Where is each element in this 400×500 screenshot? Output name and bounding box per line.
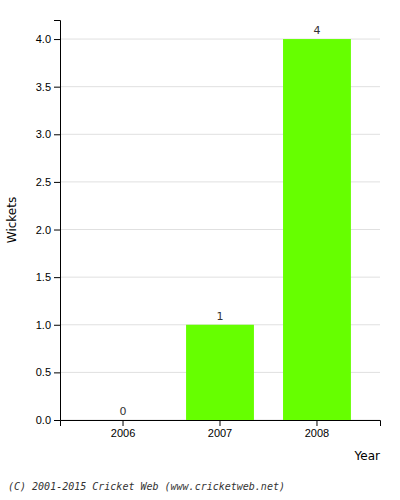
y-tick-mark	[54, 39, 60, 40]
x-tick-mark	[316, 420, 317, 426]
y-tick: 4.0	[36, 33, 60, 45]
y-tick-mark	[54, 87, 60, 88]
x-tick: 2007	[208, 420, 232, 439]
y-tick: 2.5	[36, 176, 60, 188]
y-tick-mark	[54, 372, 60, 373]
y-tick-mark	[54, 182, 60, 183]
y-axis: 0.0 0.5 1.0 1.5 2.0 2.5 3.0 3.5 4.0	[36, 21, 61, 427]
y-tick: 0.0	[36, 414, 60, 426]
data-label: 4	[313, 24, 320, 37]
bar	[89, 420, 157, 421]
y-tick-label: 0.0	[36, 414, 51, 426]
y-tick: 1.0	[36, 319, 60, 331]
data-label: 1	[217, 310, 224, 323]
x-tick: 2006	[111, 420, 135, 439]
y-tick-label: 1.0	[36, 319, 51, 331]
x-tick-mark	[123, 420, 124, 426]
data-label: 0	[120, 405, 127, 418]
y-tick-mark	[54, 325, 60, 326]
y-tick-label: 0.5	[36, 366, 51, 378]
x-tick-label: 2006	[111, 427, 135, 439]
y-tick: 2.0	[36, 224, 60, 236]
y-axis-title: Wickets	[5, 197, 19, 243]
y-tick-label: 4.0	[36, 33, 51, 45]
y-tick-label: 2.0	[36, 224, 51, 236]
data-labels: 0 1 4	[120, 24, 321, 418]
x-axis: 2006 2007 2008	[61, 420, 381, 439]
x-tick-label: 2008	[305, 427, 329, 439]
x-axis-title: Year	[354, 449, 380, 463]
y-tick-label: 3.5	[36, 81, 51, 93]
y-tick: 3.0	[36, 128, 60, 140]
y-tick-label: 3.0	[36, 128, 51, 140]
y-tick-label: 1.5	[36, 271, 51, 283]
x-tick: 2008	[305, 420, 329, 439]
y-tick-mark	[54, 420, 60, 421]
y-tick: 0.5	[36, 366, 60, 378]
y-tick-mark	[54, 277, 60, 278]
y-tick-mark	[54, 134, 60, 135]
x-axis-line	[61, 421, 381, 427]
bar	[186, 325, 254, 420]
y-axis-line	[54, 21, 61, 421]
plot: 2006200720080.00.51.01.52.02.53.03.54.00…	[36, 21, 381, 439]
grid	[60, 39, 380, 420]
footer: (C) 2001-2015 Cricket Web (www.cricketwe…	[8, 481, 285, 492]
bar	[283, 39, 351, 420]
chart: 2006200720080.00.51.01.52.02.53.03.54.00…	[0, 0, 400, 500]
x-tick-label: 2007	[208, 427, 232, 439]
x-tick-mark	[220, 420, 221, 426]
y-tick-mark	[54, 230, 60, 231]
y-tick: 1.5	[36, 271, 60, 283]
y-tick: 3.5	[36, 81, 60, 93]
y-tick-label: 2.5	[36, 176, 51, 188]
bars	[186, 39, 351, 420]
